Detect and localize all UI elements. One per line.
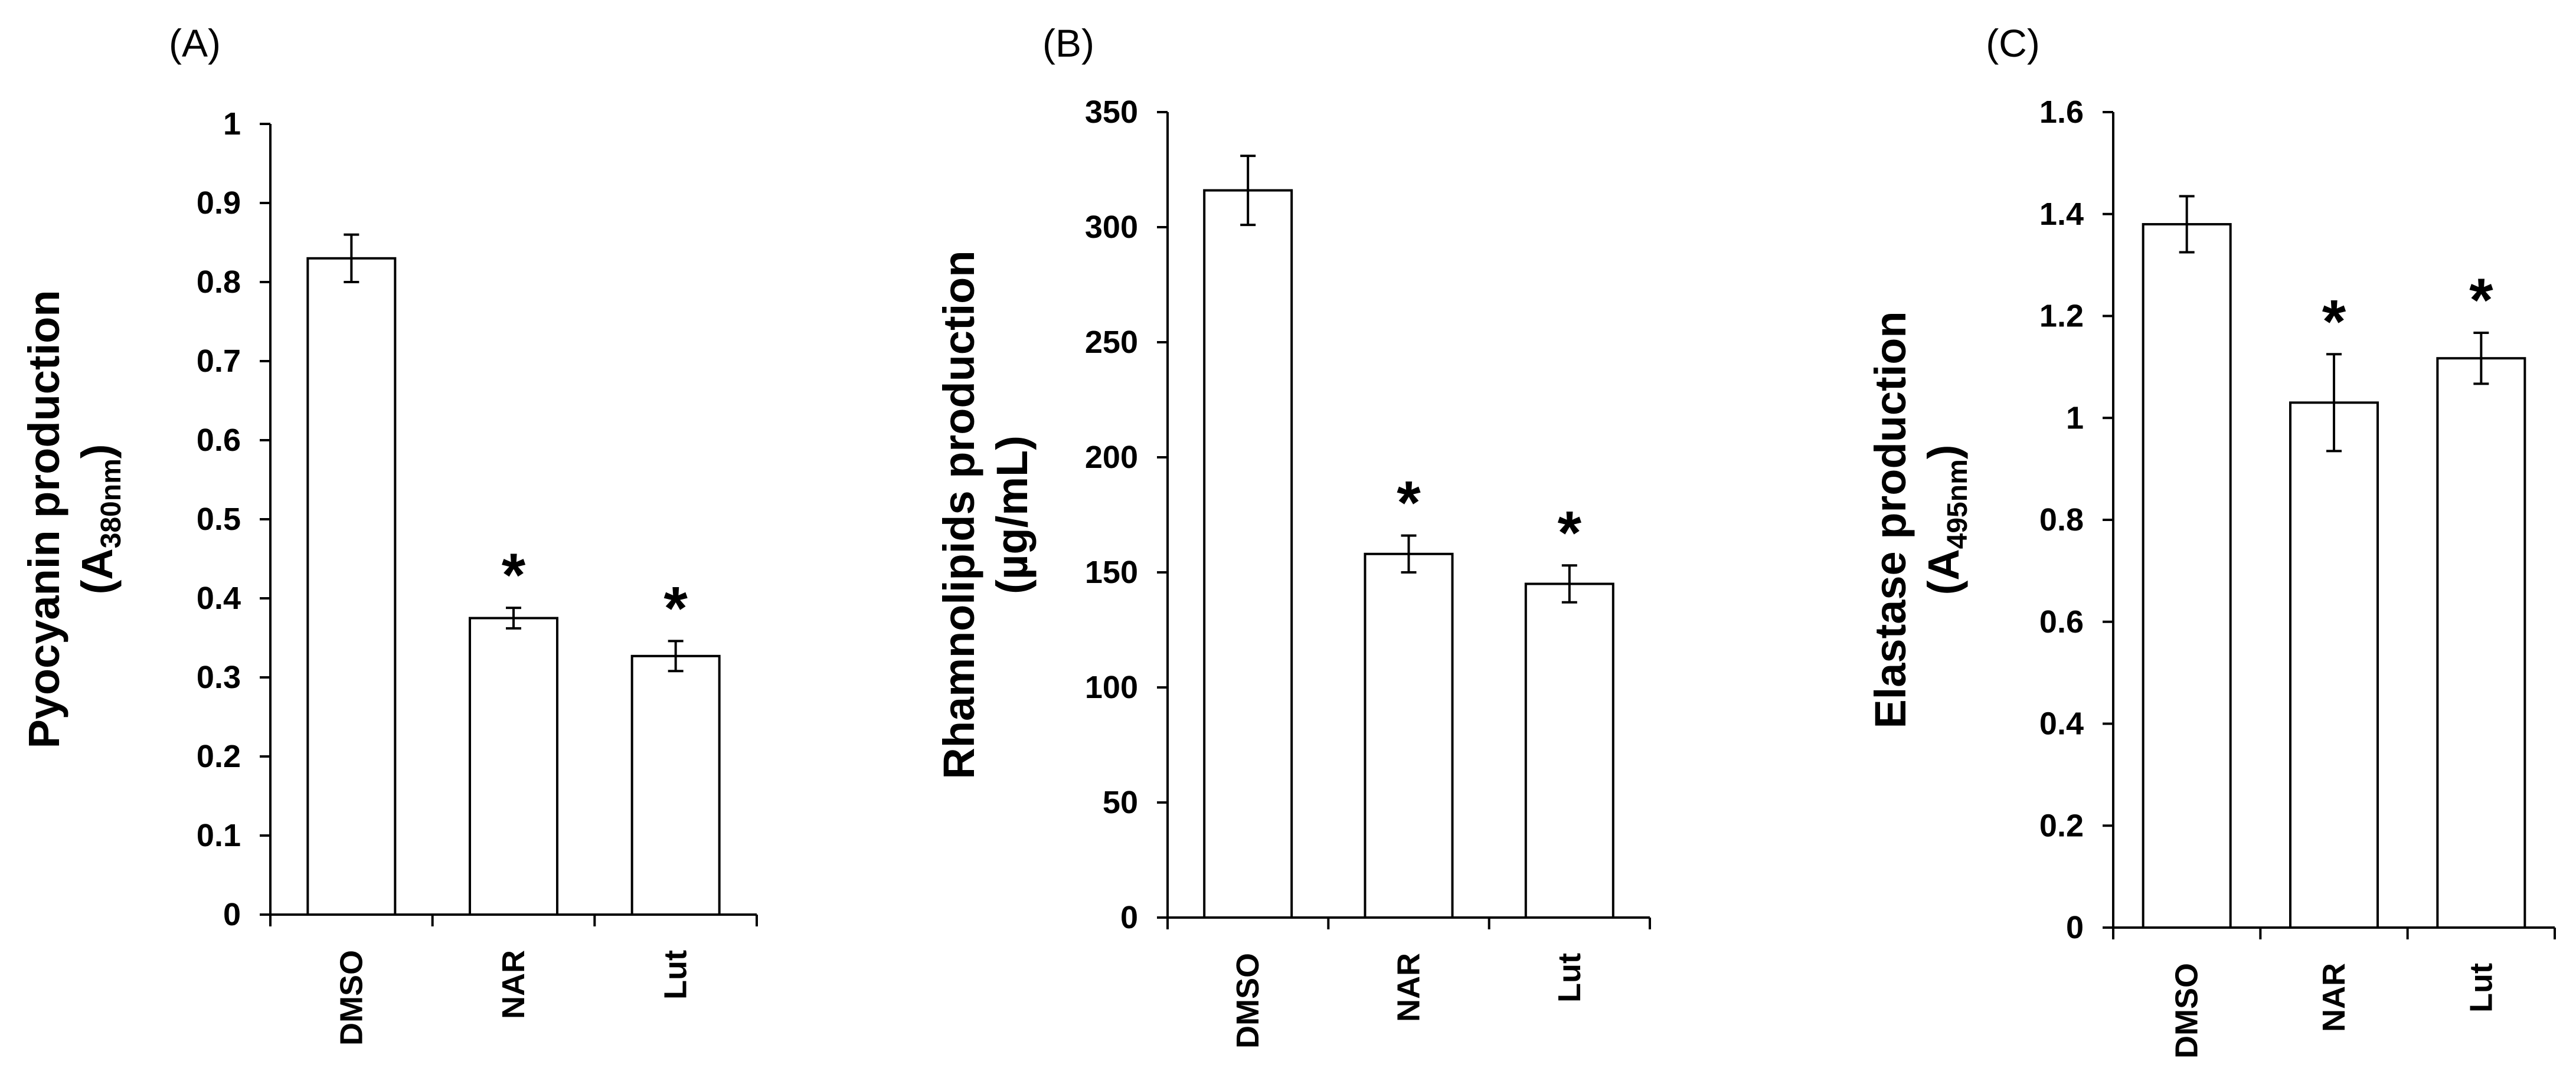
y-tick-label: 0.1 — [197, 818, 241, 853]
y-axis-title: Rhamnolipids production — [934, 250, 983, 779]
y-tick-label: 0.4 — [2039, 706, 2084, 742]
category-label: NAR — [1391, 953, 1427, 1022]
category-label: Lut — [2463, 963, 2499, 1013]
y-tick-label: 350 — [1085, 94, 1138, 130]
y-tick-label: 300 — [1085, 209, 1138, 245]
panel-label: (B) — [1042, 21, 1094, 65]
y-tick-label: 0.9 — [197, 185, 241, 221]
category-label: NAR — [496, 950, 531, 1019]
bar-nar — [1364, 552, 1454, 919]
y-axis-unit: (A380nm) — [73, 444, 127, 595]
category-label: Lut — [1552, 953, 1587, 1003]
y-tick-label: 1.6 — [2039, 94, 2084, 130]
y-tick-label: 1.2 — [2039, 299, 2084, 334]
chart-panel-0: (A) 0 0.1 0.2 0.3 0.4 0.5 0.6 0.7 0.8 0.9 1 DMSO * NAR… — [19, 21, 758, 1046]
y-tick-label: 0.6 — [2039, 604, 2084, 640]
bar-nar — [2289, 401, 2379, 929]
y-tick-label: 1 — [223, 106, 241, 142]
panel-label: (A) — [169, 21, 221, 65]
y-tick-label: 0.4 — [197, 581, 241, 616]
y-tick-label: 50 — [1103, 785, 1138, 820]
bar-nar — [469, 617, 558, 916]
significance-mark: * — [502, 541, 526, 610]
panel-label: (C) — [1986, 21, 2040, 65]
y-axis-title: Pyocyanin production — [19, 290, 68, 748]
bar-lut — [2436, 357, 2526, 929]
y-tick-label: 200 — [1085, 440, 1138, 475]
y-tick-label: 1.4 — [2039, 196, 2084, 232]
significance-mark: * — [2469, 266, 2493, 335]
y-tick-label: 0.8 — [197, 264, 241, 300]
significance-mark: * — [663, 574, 688, 643]
bar-dmso — [306, 257, 397, 916]
y-tick-label: 0.6 — [197, 422, 241, 458]
y-tick-label: 150 — [1085, 555, 1138, 590]
y-tick-label: 0 — [2066, 910, 2084, 945]
significance-mark: * — [1558, 499, 1582, 567]
y-axis-unit: (µg/mL) — [988, 435, 1037, 594]
y-tick-label: 0.7 — [197, 343, 241, 379]
y-tick-label: 0.8 — [2039, 502, 2084, 538]
category-label: NAR — [2316, 963, 2352, 1032]
bar-lut — [630, 654, 721, 916]
y-tick-label: 0.2 — [197, 739, 241, 774]
category-label: DMSO — [334, 950, 369, 1046]
category-label: Lut — [658, 950, 694, 1000]
y-axis-unit: (A495nm) — [1919, 445, 1973, 595]
y-tick-label: 1 — [2066, 400, 2084, 435]
y-axis-title: Elastase production — [1866, 311, 1915, 728]
significance-mark: * — [1397, 469, 1421, 538]
category-label: DMSO — [1230, 953, 1266, 1049]
bar-dmso — [2142, 223, 2232, 929]
bar-dmso — [1203, 189, 1293, 919]
y-tick-label: 0.3 — [197, 660, 241, 695]
bar-lut — [1524, 582, 1614, 919]
chart-panel-1: (B) 0 50 100 150 200 250 300 350 DMSO * NAR * Lut Rham… — [934, 21, 1651, 1049]
y-tick-label: 250 — [1085, 325, 1138, 360]
significance-mark: * — [2322, 287, 2346, 356]
y-tick-label: 0.2 — [2039, 808, 2084, 843]
chart-panel-2: (C) 0 0.2 0.4 0.6 0.8 1 1.2 1.4 1.6 DMSO * NAR * Lut El… — [1866, 21, 2556, 1059]
y-tick-label: 0 — [223, 897, 241, 932]
category-label: DMSO — [2169, 963, 2205, 1059]
y-tick-label: 0.5 — [197, 502, 241, 537]
y-tick-label: 100 — [1085, 670, 1138, 705]
y-tick-label: 0 — [1120, 900, 1138, 935]
